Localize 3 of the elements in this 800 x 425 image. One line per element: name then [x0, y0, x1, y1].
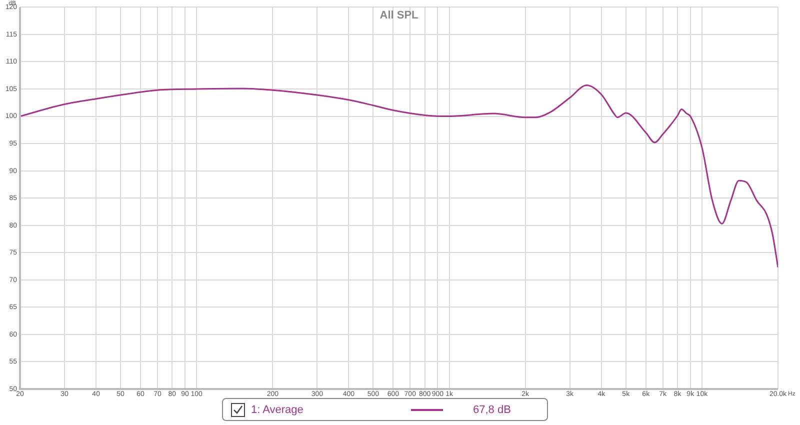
text: 1: Average [251, 404, 304, 416]
chart-title: All SPL [380, 10, 419, 22]
text: 67,8 dB [473, 404, 511, 416]
